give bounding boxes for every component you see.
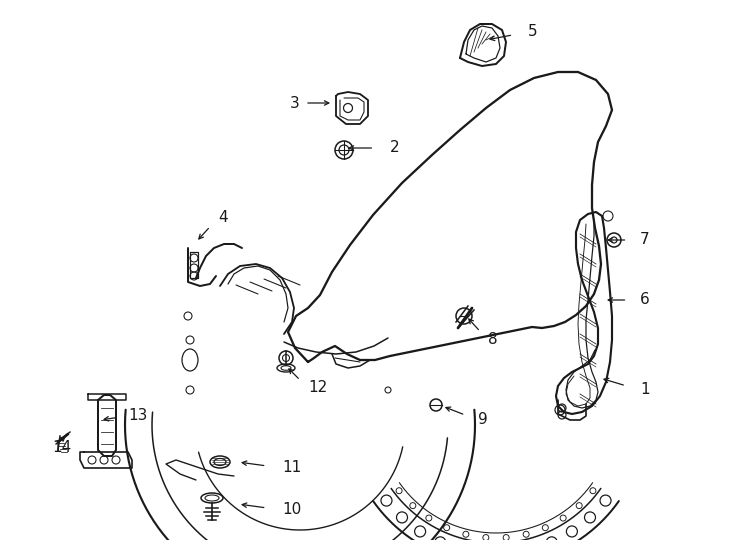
Text: 4: 4 <box>218 211 228 226</box>
Text: 12: 12 <box>308 381 327 395</box>
Text: 3: 3 <box>290 96 299 111</box>
Text: 2: 2 <box>390 140 399 156</box>
Text: 14: 14 <box>52 441 71 456</box>
Text: 11: 11 <box>282 461 301 476</box>
Text: 5: 5 <box>528 24 537 39</box>
Text: 1: 1 <box>640 382 650 397</box>
Text: 6: 6 <box>640 293 650 307</box>
Text: 8: 8 <box>488 333 498 348</box>
Text: 7: 7 <box>640 233 650 247</box>
Text: 9: 9 <box>478 413 488 428</box>
Text: 13: 13 <box>128 408 148 423</box>
Text: 10: 10 <box>282 503 301 517</box>
